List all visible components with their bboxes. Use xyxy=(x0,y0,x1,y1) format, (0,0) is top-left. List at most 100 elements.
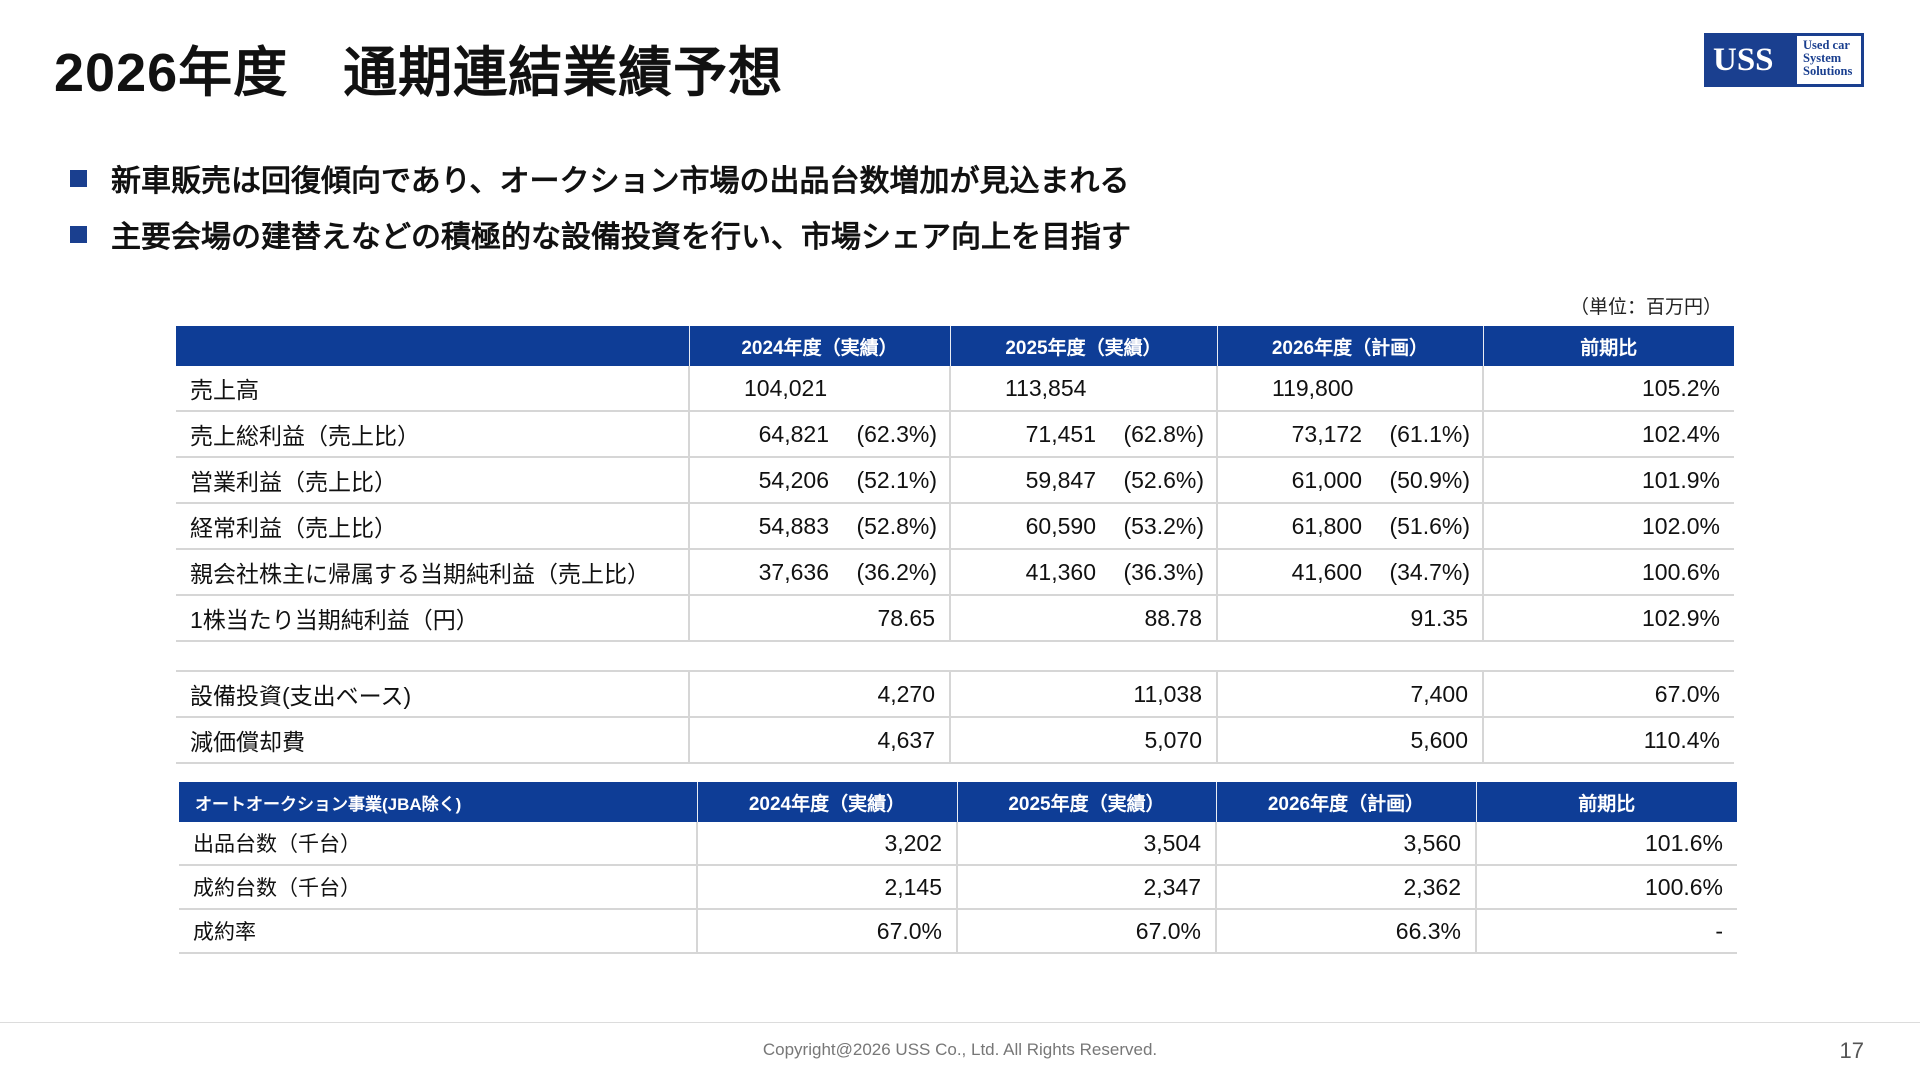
margin-2026: (61.1%) xyxy=(1389,420,1470,447)
value-2024: 3,202 xyxy=(696,822,957,866)
bullet-text: 主要会場の建替えなどの積極的な設備投資を行い、市場シェア向上を目指す xyxy=(111,221,1131,254)
margin-2026: (34.7%) xyxy=(1389,558,1470,585)
value-2025: 3,504 xyxy=(956,822,1216,866)
bullet-item: 新車販売は回復傾向であり、オークション市場の出品台数増加が見込まれる xyxy=(70,150,1131,206)
spacer-cell xyxy=(176,641,1734,672)
header-2024: 2024年度（実績） xyxy=(688,326,950,366)
value-2025: 2,347 xyxy=(956,865,1216,910)
row-label: 経常利益（売上比） xyxy=(176,503,689,550)
row-label: 減価償却費 xyxy=(176,717,689,764)
value-2026: 91.35 xyxy=(1216,595,1483,642)
ratio-value: 110.4% xyxy=(1482,717,1734,764)
value-2026-cell: 41,600 (34.7%) xyxy=(1216,549,1483,596)
header-2026: 2026年度（計画） xyxy=(1215,782,1476,822)
row-label: 設備投資(支出ベース) xyxy=(176,671,689,718)
table-row: 売上総利益（売上比） 64,821 (62.3%) 71,451 (62.8%) 7… xyxy=(176,411,1734,458)
row-label: 出品台数（千台） xyxy=(179,822,697,866)
ratio-value: 67.0% xyxy=(1482,671,1734,718)
table-row: 経常利益（売上比） 54,883 (52.8%) 60,590 (53.2%) 61… xyxy=(176,503,1734,550)
value-2026: 61,800 xyxy=(1291,512,1362,539)
row-label: 1株当たり当期純利益（円） xyxy=(176,595,689,642)
ratio-value: 100.6% xyxy=(1475,865,1737,910)
value-2024: 64,821 xyxy=(758,420,829,447)
table-row: 1株当たり当期純利益（円） 78.65 88.78 91.35 102.9% xyxy=(176,595,1734,642)
value-2024: 4,270 xyxy=(688,671,950,718)
bullet-text: 新車販売は回復傾向であり、オークション市場の出品台数増加が見込まれる xyxy=(111,165,1130,198)
value-2024: 67.0% xyxy=(696,909,957,954)
value-2026-cell: 61,000 (50.9%) xyxy=(1216,457,1483,504)
header-ratio: 前期比 xyxy=(1475,782,1737,822)
ratio-value: 101.6% xyxy=(1475,822,1737,866)
logo-sub-line: Solutions xyxy=(1803,64,1853,78)
value-2026: 119,800 xyxy=(1216,366,1483,412)
margin-2026: (50.9%) xyxy=(1389,466,1470,493)
header-2026: 2026年度（計画） xyxy=(1216,326,1483,366)
uss-logo: USS Used car System Solutions xyxy=(1704,33,1864,87)
value-2025: 60,590 xyxy=(1025,512,1096,539)
row-label: 営業利益（売上比） xyxy=(176,457,689,504)
header-corner xyxy=(176,326,689,366)
page-title: 2026年度 通期連結業績予想 xyxy=(54,43,784,103)
table-row: 出品台数（千台） 3,202 3,504 3,560 101.6% xyxy=(179,822,1737,866)
value-2024: 37,636 xyxy=(758,558,829,585)
bullet-item: 主要会場の建替えなどの積極的な設備投資を行い、市場シェア向上を目指す xyxy=(70,206,1131,262)
margin-2024: (36.2%) xyxy=(856,558,937,585)
page-number: 17 xyxy=(1839,1038,1864,1063)
header-2025: 2025年度（実績） xyxy=(949,326,1217,366)
table-row: 設備投資(支出ベース) 4,270 11,038 7,400 67.0% xyxy=(176,671,1734,718)
value-2025: 59,847 xyxy=(1025,466,1096,493)
ratio-value: 102.9% xyxy=(1482,595,1734,642)
value-2026-cell: 61,800 (51.6%) xyxy=(1216,503,1483,550)
table-row: 成約台数（千台） 2,145 2,347 2,362 100.6% xyxy=(179,865,1737,910)
ratio-value: 102.0% xyxy=(1482,503,1734,550)
value-2026-cell: 73,172 (61.1%) xyxy=(1216,411,1483,458)
margin-2025: (62.8%) xyxy=(1123,420,1204,447)
header-segment: オートオークション事業(JBA除く) xyxy=(179,782,697,822)
header-2024: 2024年度（実績） xyxy=(696,782,957,822)
value-2025-cell: 59,847 (52.6%) xyxy=(949,457,1217,504)
row-label: 売上高 xyxy=(176,366,689,412)
value-2026: 61,000 xyxy=(1291,466,1362,493)
value-2025-cell: 41,360 (36.3%) xyxy=(949,549,1217,596)
ratio-value: 102.4% xyxy=(1482,411,1734,458)
value-2024: 104,021 xyxy=(688,366,950,412)
value-2025: 67.0% xyxy=(956,909,1216,954)
value-2024-cell: 37,636 (36.2%) xyxy=(688,549,950,596)
logo-main-text: USS xyxy=(1713,41,1774,78)
square-bullet-icon xyxy=(70,225,87,243)
margin-2025: (36.3%) xyxy=(1123,558,1204,585)
margin-2025: (52.6%) xyxy=(1123,466,1204,493)
table-row: 減価償却費 4,637 5,070 5,600 110.4% xyxy=(176,717,1734,764)
value-2025: 71,451 xyxy=(1025,420,1096,447)
margin-2025: (53.2%) xyxy=(1123,512,1204,539)
table-row: 成約率 67.0% 67.0% 66.3% - xyxy=(179,909,1737,954)
value-2024: 2,145 xyxy=(696,865,957,910)
value-2026: 73,172 xyxy=(1291,420,1362,447)
margin-2024: (52.8%) xyxy=(856,512,937,539)
row-label: 親会社株主に帰属する当期純利益（売上比） xyxy=(176,549,689,596)
ratio-value: 105.2% xyxy=(1482,366,1734,412)
consolidated-forecast-table: 2024年度（実績） 2025年度（実績） 2026年度（計画） 前期比 売上高… xyxy=(176,326,1734,764)
value-2025: 41,360 xyxy=(1025,558,1096,585)
table-row: 売上高 104,021 113,854 119,800 105.2% xyxy=(176,366,1734,412)
ratio-value: - xyxy=(1475,909,1737,954)
value-2024: 4,637 xyxy=(688,717,950,764)
value-2024: 54,206 xyxy=(758,466,829,493)
logo-sub-line: Used car xyxy=(1803,38,1850,52)
value-2024: 54,883 xyxy=(758,512,829,539)
value-2026: 7,400 xyxy=(1216,671,1483,718)
margin-2024: (62.3%) xyxy=(856,420,937,447)
logo-sub-text: Used car System Solutions xyxy=(1797,36,1861,84)
value-2026: 5,600 xyxy=(1216,717,1483,764)
value-2024-cell: 54,883 (52.8%) xyxy=(688,503,950,550)
row-label: 売上総利益（売上比） xyxy=(176,411,689,458)
unit-note: （単位：百万円） xyxy=(1569,297,1722,318)
value-2024-cell: 54,206 (52.1%) xyxy=(688,457,950,504)
header-ratio: 前期比 xyxy=(1482,326,1734,366)
value-2026: 2,362 xyxy=(1215,865,1476,910)
table-header-row: 2024年度（実績） 2025年度（実績） 2026年度（計画） 前期比 xyxy=(176,326,1734,366)
header-2025: 2025年度（実績） xyxy=(956,782,1216,822)
table-spacer-row xyxy=(176,641,1734,672)
copyright-text: Copyright@2026 USS Co., Ltd. All Rights … xyxy=(762,1040,1158,1059)
logo-sub-line: System xyxy=(1803,51,1842,65)
